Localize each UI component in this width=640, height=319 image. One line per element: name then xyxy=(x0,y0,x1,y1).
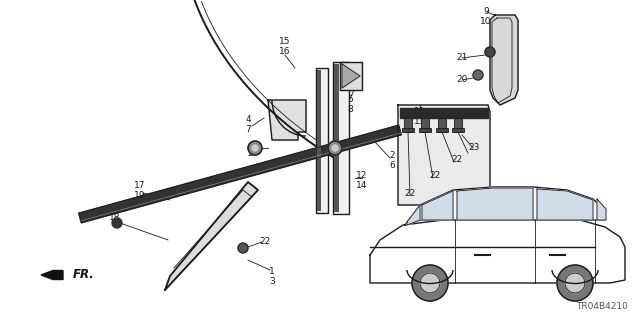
Circle shape xyxy=(112,218,122,228)
Bar xyxy=(317,70,321,211)
Polygon shape xyxy=(537,189,593,220)
Bar xyxy=(404,118,412,132)
Text: 4: 4 xyxy=(245,115,251,124)
Text: FR.: FR. xyxy=(73,269,95,281)
Text: 9: 9 xyxy=(483,8,489,17)
Text: 7: 7 xyxy=(245,125,251,135)
Circle shape xyxy=(473,70,483,80)
Bar xyxy=(436,128,448,132)
Bar xyxy=(421,118,429,132)
Polygon shape xyxy=(422,191,453,220)
Bar xyxy=(333,62,349,214)
Polygon shape xyxy=(457,188,533,220)
Circle shape xyxy=(412,265,448,301)
Text: 3: 3 xyxy=(269,278,275,286)
Text: 22: 22 xyxy=(429,170,440,180)
Polygon shape xyxy=(398,105,490,205)
Polygon shape xyxy=(405,187,605,225)
Circle shape xyxy=(328,141,342,155)
Text: 19: 19 xyxy=(134,190,146,199)
Text: 21: 21 xyxy=(456,54,468,63)
Polygon shape xyxy=(400,108,488,118)
Circle shape xyxy=(238,243,248,253)
FancyArrow shape xyxy=(41,271,63,279)
Polygon shape xyxy=(79,125,401,223)
Circle shape xyxy=(420,273,440,293)
Polygon shape xyxy=(597,199,606,220)
Bar xyxy=(334,64,339,212)
Bar xyxy=(452,128,464,132)
Text: 17: 17 xyxy=(134,181,146,189)
Bar xyxy=(340,62,362,90)
Text: 15: 15 xyxy=(279,38,291,47)
Circle shape xyxy=(248,141,262,155)
Text: 22: 22 xyxy=(404,189,415,197)
Polygon shape xyxy=(407,205,420,225)
Circle shape xyxy=(485,47,495,57)
Text: 8: 8 xyxy=(347,106,353,115)
Bar xyxy=(419,128,431,132)
Text: 11: 11 xyxy=(414,108,426,116)
Bar xyxy=(402,128,414,132)
Text: 10: 10 xyxy=(480,18,492,26)
Text: 20: 20 xyxy=(330,144,340,152)
Circle shape xyxy=(252,145,258,151)
Text: 16: 16 xyxy=(279,48,291,56)
Text: TR04B4210: TR04B4210 xyxy=(576,302,628,311)
Circle shape xyxy=(332,145,338,151)
Text: 13: 13 xyxy=(414,117,426,127)
Text: 2: 2 xyxy=(389,151,395,160)
Text: 22: 22 xyxy=(451,155,463,165)
Circle shape xyxy=(557,265,593,301)
Text: 1: 1 xyxy=(269,268,275,277)
Circle shape xyxy=(565,273,585,293)
Polygon shape xyxy=(165,182,258,290)
Text: 23: 23 xyxy=(468,144,480,152)
Text: 12: 12 xyxy=(356,170,368,180)
Bar xyxy=(454,118,462,132)
Bar xyxy=(316,68,328,213)
Text: 20: 20 xyxy=(456,76,468,85)
Polygon shape xyxy=(268,100,306,140)
Polygon shape xyxy=(370,217,625,283)
Polygon shape xyxy=(342,64,360,88)
Text: 5: 5 xyxy=(347,95,353,105)
Text: 18: 18 xyxy=(109,213,121,222)
Text: 6: 6 xyxy=(389,160,395,169)
Text: 20: 20 xyxy=(247,150,259,159)
Text: 14: 14 xyxy=(356,181,368,189)
Bar xyxy=(438,118,446,132)
Text: 22: 22 xyxy=(259,238,271,247)
Polygon shape xyxy=(490,15,518,105)
